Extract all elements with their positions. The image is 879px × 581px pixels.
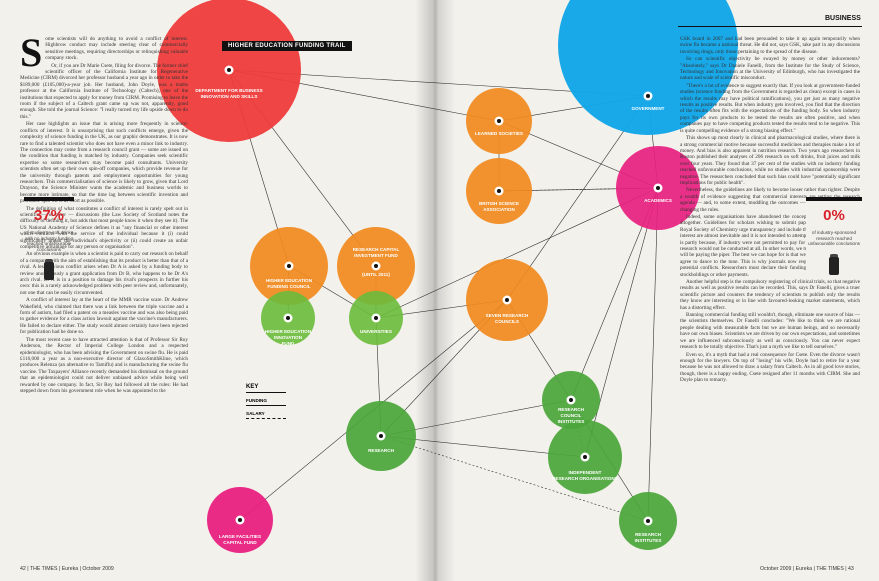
key-funding-line (246, 405, 286, 406)
label-academics: ACADEMICS (644, 198, 672, 203)
label-universities: UNIVERSITIES (360, 329, 392, 334)
dropcap: S (20, 36, 43, 75)
key-title: KEY (246, 384, 286, 393)
paragraph: So can scientific objectivity be swayed … (680, 56, 860, 82)
key-funding-label: FUNDING (246, 398, 267, 403)
right-footer: October 2009 | Eureka | THE TIMES | 43 (760, 566, 854, 572)
label-bsa-1: BRITISH SCIENCE (479, 201, 519, 206)
label-rci-1: RESEARCH (558, 407, 584, 412)
right-article-column: GSK board in 2007 and had been persuaded… (680, 36, 860, 563)
section-rule (678, 26, 862, 27)
key-salary-line (246, 418, 286, 419)
paragraph: A conflict of interest lay at the heart … (20, 297, 188, 336)
label-lfcf-1: LARGE FACILITIES (219, 534, 261, 539)
paragraph: Banning commercial funding still wouldn'… (680, 312, 860, 351)
diagram-key: KEY FUNDING SALARY (246, 384, 286, 419)
label-heif-2: INNOVATION (274, 335, 303, 340)
left-footer: 42 | THE TIMES | Eureka | October 2009 (20, 566, 114, 572)
graphic-title: HIGHER EDUCATION FUNDING TRAIL (222, 41, 352, 51)
soft-drink-can-icon (44, 259, 54, 281)
stat-caption: of studies on soft drinks with no indust… (24, 230, 74, 252)
stat-rule (24, 197, 74, 201)
label-research: RESEARCH (368, 448, 394, 453)
label-src-2: COUNCILS (495, 319, 519, 324)
paragraph: This shows up most clearly in clinical a… (680, 135, 860, 186)
stat-caption: of industry-sponsored research reached u… (808, 230, 860, 247)
label-hefc-2: FUNDING COUNCIL (267, 284, 310, 289)
paragraph: Or, if you are Dr Marie Csete, filing fo… (20, 62, 188, 120)
left-stat-box: 37% of studies on soft drinks with no in… (24, 197, 74, 281)
node-government (558, 0, 738, 135)
soft-drink-can-icon (829, 253, 839, 275)
label-iro-2: RESEARCH ORGANISATIONS (552, 476, 618, 481)
key-salary-label: SALARY (246, 411, 265, 416)
node-labels: DEPARTMENT FOR BUSINESS INNOVATION AND S… (195, 88, 672, 545)
node-markers (224, 65, 663, 526)
paragraph: "There's a lot of evidence to suggest ex… (680, 82, 860, 134)
paragraph: Even so, it's a myth that had a real con… (680, 351, 860, 384)
paragraph: Her case highlights an issue that is ari… (20, 121, 188, 205)
paragraph: An obvious example is when a scientist i… (20, 251, 188, 296)
paragraph: Indeed, some organisations have abandone… (680, 213, 860, 278)
label-bis-1: DEPARTMENT FOR BUSINESS (195, 88, 262, 93)
stat-value: 0% (823, 207, 845, 224)
paragraph: GSK board in 2007 and had been persuaded… (680, 36, 860, 55)
paragraph: The definition of what constitutes a con… (20, 205, 188, 250)
right-stat-box: 0% of industry-sponsored research reache… (806, 197, 862, 275)
label-rci-2: COUNCIL (561, 413, 582, 418)
paragraph: ome scientists will do anything to avoid… (45, 36, 188, 62)
label-bsa-2: ASSOCIATION (483, 207, 515, 212)
label-bis-2: INNOVATION AND SKILLS (201, 94, 258, 99)
label-ri-1: RESEARCH (635, 532, 661, 537)
label-lfcf-2: CAPITAL FUND (223, 540, 257, 545)
label-rcif-1: RESEARCH CAPITAL (353, 247, 400, 252)
paragraph: Nevertheless, the guidelines are likely … (680, 187, 860, 213)
label-learned: LEARNED SOCIETIES (475, 131, 523, 136)
label-government: GOVERNMENT (632, 106, 665, 111)
label-hefc-1: HIGHER EDUCATION (266, 278, 313, 283)
stat-rule (806, 197, 862, 201)
label-heif-1: HIGHER EDUCATION (265, 329, 312, 334)
label-rcif-3: (UNTIL 2011) (362, 272, 390, 277)
label-ri-2: INSTITUTES (635, 538, 662, 543)
label-rci-3: INSTITUTES (558, 419, 585, 424)
label-heif-3: FUND (282, 341, 295, 346)
label-rcif-2: INVESTMENT FUND (354, 253, 398, 258)
label-iro-1: INDEPENDENT (569, 470, 602, 475)
section-label: BUSINESS (825, 15, 861, 22)
paragraph: The most recent case to have attracted a… (20, 336, 188, 394)
stat-value: 37% (33, 207, 65, 224)
paragraph: Another helpful step is the compulsory r… (680, 279, 860, 311)
label-src-1: SEVEN RESEARCH (486, 313, 529, 318)
left-article-column: S ome scientists will do anything to avo… (20, 36, 188, 563)
